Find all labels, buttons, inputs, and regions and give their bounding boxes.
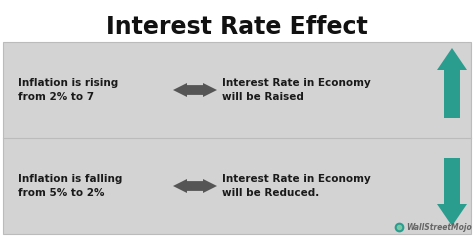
Text: WallStreetMojo: WallStreetMojo — [406, 223, 472, 232]
Text: Interest Rate in Economy
will be Raised: Interest Rate in Economy will be Raised — [222, 78, 371, 102]
Text: Inflation is falling
from 5% to 2%: Inflation is falling from 5% to 2% — [18, 174, 122, 198]
Text: Inflation is rising
from 2% to 7: Inflation is rising from 2% to 7 — [18, 78, 118, 102]
Polygon shape — [437, 158, 467, 226]
Text: Interest Rate Effect: Interest Rate Effect — [106, 15, 368, 39]
Text: Interest Rate in Economy
will be Reduced.: Interest Rate in Economy will be Reduced… — [222, 174, 371, 198]
Bar — [3, 42, 471, 234]
Polygon shape — [173, 179, 217, 193]
Polygon shape — [173, 83, 217, 97]
Polygon shape — [437, 48, 467, 118]
